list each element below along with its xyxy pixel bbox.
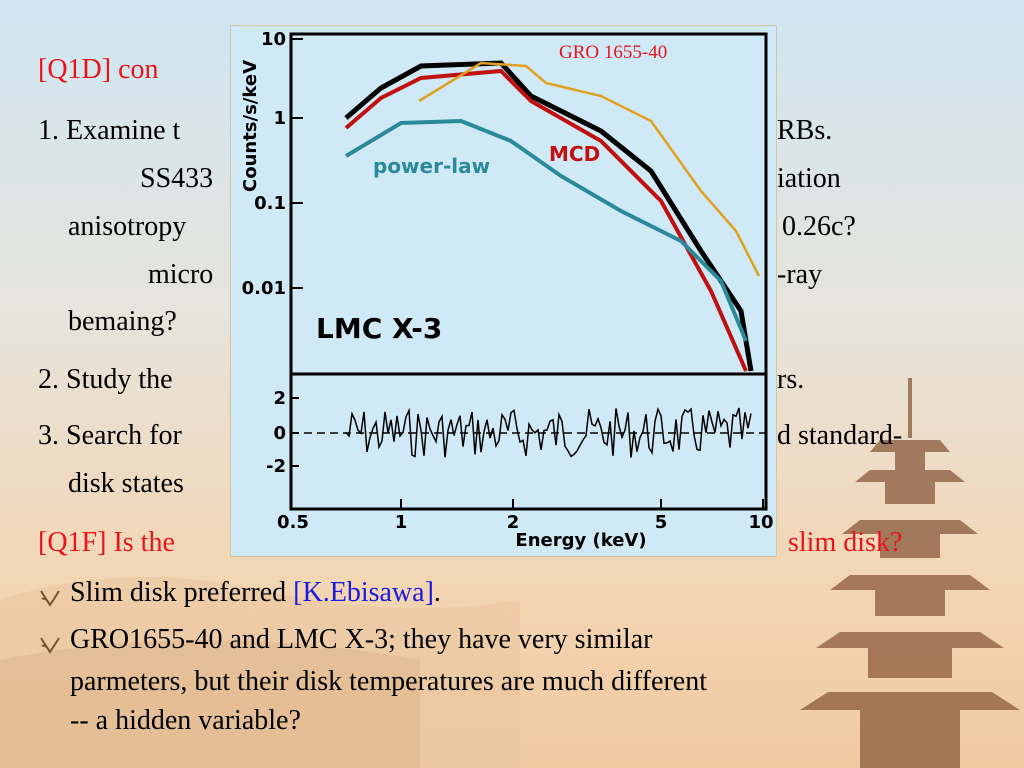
curve-label: MCD [549, 142, 600, 166]
x-tick-label: 2 [507, 512, 520, 533]
text-line: 0.26c? [782, 211, 856, 242]
overlay-label: GRO 1655-40 [559, 42, 667, 63]
x-tick-label: 10 [748, 512, 773, 533]
bullet-text: Slim disk preferred [K.Ebisawa]. [70, 579, 441, 607]
text-line: 1. Examine t [38, 115, 181, 146]
text-line: iation [777, 163, 841, 194]
y-tick-label: 2 [273, 388, 286, 409]
text-line: micro [148, 259, 214, 290]
question-line: slim disk? [788, 527, 903, 558]
y-tick-label: -2 [266, 456, 286, 477]
text-line: d standard- [777, 420, 903, 451]
figure-plot: Counts/s/keV 10 1 0.1 0.01 2 0 -2 0.5 1 … [240, 29, 774, 551]
bullet-text: -- a hidden variable? [70, 705, 301, 736]
slide-title: [Q1D] con [38, 54, 159, 85]
bullet-text-part: . [433, 577, 441, 608]
text-line: -ray [777, 259, 823, 290]
text-line: rs. [777, 364, 805, 395]
bullet-text: GRO1655-40 and LMC X-3; they have very s… [70, 624, 653, 655]
bullet-text: parmeters, but their disk temperatures a… [70, 666, 708, 697]
text-line: bemaing? [68, 306, 177, 337]
source-label: LMC X-3 [316, 312, 442, 345]
x-tick-label: 5 [655, 512, 668, 533]
x-axis-label: Energy (keV) [515, 530, 646, 551]
spectrum-figure: Counts/s/keV 10 1 0.1 0.01 2 0 -2 0.5 1 … [230, 25, 777, 557]
text-line: 2. Study the [38, 364, 173, 395]
y-tick-label: 10 [261, 29, 286, 50]
text-line: anisotropy [68, 211, 187, 242]
y-axis-label: Counts/s/keV [240, 60, 261, 192]
y-tick-label: 0.1 [254, 193, 286, 214]
text-line: RBs. [777, 115, 833, 146]
curve-label: power-law [373, 154, 490, 178]
bullet-text-part: Slim disk preferred [70, 577, 294, 608]
y-tick-label: 0.01 [242, 278, 286, 299]
citation: [K.Ebisawa] [293, 577, 434, 608]
bullet-icon [40, 590, 60, 607]
y-tick-label: 0 [273, 423, 286, 444]
text-line: 3. Search for [38, 420, 182, 451]
x-tick-label: 0.5 [277, 512, 309, 533]
y-tick-label: 1 [273, 108, 286, 129]
text-line: disk states [68, 468, 184, 499]
question-line: [Q1F] Is the [38, 527, 175, 558]
bullet-icon [40, 637, 60, 654]
text-line: SS433 [140, 163, 214, 194]
x-tick-label: 1 [395, 512, 408, 533]
